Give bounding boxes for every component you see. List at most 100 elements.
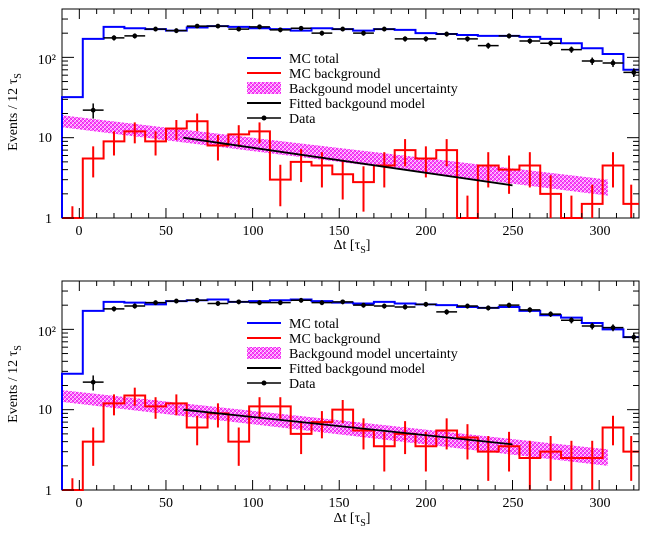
data-marker (173, 298, 179, 304)
mc-total-layer (61, 298, 639, 490)
data-marker (485, 305, 491, 311)
data-marker (381, 303, 387, 309)
data-point (540, 311, 562, 317)
data-point (540, 40, 562, 47)
data-marker (465, 303, 470, 309)
legend-label: Data (289, 377, 316, 392)
data-marker (153, 300, 158, 306)
legend-label: Backgound model uncertainty (289, 347, 458, 362)
data-point (394, 304, 416, 310)
data-marker (319, 300, 325, 306)
data-point (561, 317, 582, 324)
data-marker (319, 30, 325, 36)
data-marker (90, 107, 96, 113)
data-marker (444, 309, 450, 315)
x-axis-label: Δt [τS] (334, 511, 371, 529)
data-marker (423, 301, 429, 307)
data-marker (132, 33, 138, 39)
data-marker (569, 317, 574, 323)
data-point (290, 297, 312, 303)
data-point (581, 57, 603, 65)
data-point (415, 36, 437, 42)
x-tick-label: 150 (329, 224, 350, 239)
data-marker (402, 304, 408, 310)
data-marker (527, 38, 533, 44)
data-point (602, 324, 624, 332)
x-tick-label: 0 (76, 224, 83, 239)
data-marker (194, 297, 200, 303)
mc-background-layer (62, 387, 639, 491)
data-marker (298, 25, 304, 31)
data-marker (257, 300, 262, 306)
data-marker (236, 299, 242, 305)
data-marker (111, 306, 117, 312)
y-axis-label: Events / 12 τS (6, 345, 24, 423)
y-tick-label: 1 (45, 212, 52, 227)
data-marker (361, 30, 366, 36)
mc-total-layer (61, 25, 639, 218)
chart-panel-top: 0 50 100 150 200 250 300 1 10 10² Δt [τS… (6, 8, 640, 256)
data-marker (506, 33, 512, 39)
data-marker (402, 36, 408, 42)
data-marker (340, 299, 346, 305)
data-point (519, 38, 541, 44)
legend-swatch-data-marker (261, 380, 267, 386)
data-marker (215, 23, 221, 29)
x-tick-label: 0 (76, 496, 83, 511)
data-point (477, 305, 499, 311)
data-point (228, 299, 250, 305)
data-marker (277, 300, 283, 306)
data-marker (548, 311, 554, 317)
data-point (332, 26, 354, 32)
data-point (145, 26, 166, 32)
fit-line-layer (183, 408, 513, 446)
data-point (332, 299, 354, 305)
mc-background-histogram (62, 120, 639, 219)
data-point (394, 36, 416, 42)
data-marker (548, 40, 554, 46)
data-point (249, 300, 270, 306)
data-marker (444, 31, 450, 37)
data-marker (423, 36, 429, 42)
legend-swatch-data-marker (261, 115, 267, 121)
fit-line-layer (183, 136, 513, 187)
data-point (269, 27, 291, 33)
data-marker (194, 23, 200, 29)
x-tick-label: 100 (243, 496, 264, 511)
mc-background-histogram (62, 394, 639, 491)
data-point (82, 375, 104, 391)
axis-ticks-layer (62, 8, 639, 219)
data-marker (527, 307, 533, 313)
data-marker (153, 26, 158, 32)
x-tick-label: 200 (416, 224, 437, 239)
data-marker (277, 27, 283, 33)
data-marker (589, 58, 595, 64)
data-marker (236, 26, 242, 32)
data-point (311, 300, 333, 306)
data-point (477, 42, 499, 49)
fitted-background-line (183, 136, 513, 187)
x-axis-label: Δt [τS] (334, 238, 371, 256)
data-marker (257, 24, 262, 30)
data-marker (132, 303, 138, 309)
fitted-background-line (183, 408, 513, 446)
x-tick-label: 100 (243, 224, 264, 239)
uncertainty-band (62, 115, 608, 196)
x-tick-label: 50 (159, 224, 173, 239)
data-point (436, 31, 458, 37)
data-point (103, 306, 125, 312)
data-point (124, 33, 146, 39)
data-point (186, 297, 208, 303)
y-tick-label: 10² (38, 53, 56, 68)
legend-label: Fitted backgound model (289, 97, 425, 112)
data-marker (298, 297, 304, 303)
data-marker (173, 28, 179, 34)
data-marker (485, 43, 491, 49)
data-point (186, 23, 208, 29)
data-marker (465, 36, 470, 42)
data-point (602, 59, 624, 68)
data-point (561, 46, 582, 53)
data-point (207, 23, 229, 29)
data-marker (610, 325, 616, 331)
